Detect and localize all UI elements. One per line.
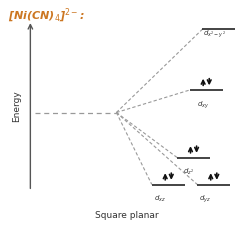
Text: $d_{x^2-y^2}$: $d_{x^2-y^2}$: [202, 28, 225, 40]
Text: Energy: Energy: [12, 90, 21, 122]
Text: $d_{xz}$: $d_{xz}$: [153, 194, 165, 204]
Text: $d_{z^2}$: $d_{z^2}$: [183, 166, 194, 177]
Text: $d_{yz}$: $d_{yz}$: [199, 194, 210, 205]
Text: [Ni(CN)$_4$]$^{2-}$:: [Ni(CN)$_4$]$^{2-}$:: [8, 7, 84, 25]
Text: $d_{xy}$: $d_{xy}$: [197, 99, 209, 110]
Text: Square planar: Square planar: [94, 212, 158, 220]
